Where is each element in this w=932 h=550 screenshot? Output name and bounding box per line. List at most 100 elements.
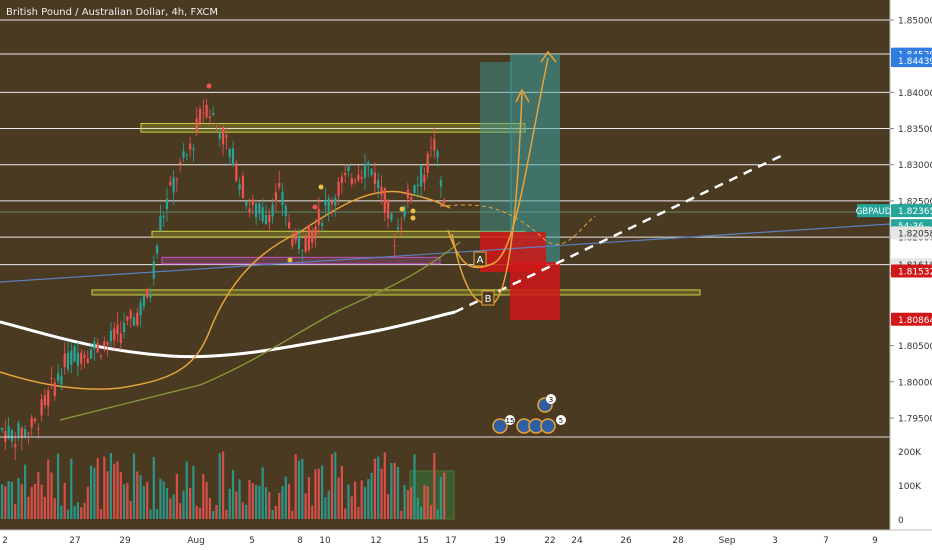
x-tick-label: 26 xyxy=(620,536,632,546)
volume-bar xyxy=(294,454,297,519)
candle-body xyxy=(406,189,409,199)
volume-bar xyxy=(367,479,370,519)
volume-bar xyxy=(410,487,413,519)
pattern-label-a[interactable]: A xyxy=(473,251,487,267)
volume-bar xyxy=(0,484,4,519)
volume-bar xyxy=(63,482,66,519)
candle-body xyxy=(297,236,301,249)
volume-bar xyxy=(258,485,261,519)
volume-bar xyxy=(231,470,235,519)
candle-body xyxy=(284,205,287,217)
position-tool[interactable] xyxy=(480,54,560,320)
x-tick-label: 27 xyxy=(69,536,80,546)
volume-bar xyxy=(218,453,221,519)
x-tick-label: 12 xyxy=(370,536,381,546)
candle-body xyxy=(413,184,416,193)
candle-body xyxy=(443,199,446,204)
candle-body xyxy=(225,135,228,138)
candle-body xyxy=(383,188,386,213)
event-badge[interactable]: 15 xyxy=(492,415,515,434)
volume-bar xyxy=(175,473,178,519)
candle-body xyxy=(370,169,373,175)
volume-bar xyxy=(278,492,281,519)
volume-bar xyxy=(139,475,142,519)
white-projection-dashed[interactable] xyxy=(454,152,786,314)
candle-body xyxy=(179,161,182,164)
volume-bar xyxy=(225,509,228,519)
volume-bar xyxy=(17,477,20,519)
volume-bar xyxy=(185,461,188,519)
candle-body xyxy=(377,180,380,189)
volume-bar xyxy=(238,479,241,519)
candle-body xyxy=(403,206,406,217)
volume-bar xyxy=(347,484,350,519)
candle-body xyxy=(354,180,357,182)
candle-body xyxy=(301,250,304,252)
candle-body xyxy=(132,317,136,326)
y-tick-label: 1.79500 xyxy=(898,414,932,424)
x-tick-label: 19 xyxy=(494,536,506,546)
candle-body xyxy=(281,191,284,205)
volume-bar xyxy=(413,454,416,519)
candle-body xyxy=(363,164,367,178)
candle-body xyxy=(17,422,20,436)
candle-body xyxy=(222,126,225,145)
candle-body xyxy=(420,165,423,187)
volume-bar xyxy=(40,484,43,519)
volume-bar xyxy=(251,483,254,519)
candle-body xyxy=(73,346,76,362)
volume-bar xyxy=(129,500,132,519)
event-badge[interactable]: 3 xyxy=(537,394,556,413)
y-tick-label: 1.84000 xyxy=(898,89,932,99)
candle-body xyxy=(261,207,264,222)
candle-body xyxy=(238,184,241,190)
event-badge-count: 5 xyxy=(559,417,563,425)
volume-bar xyxy=(357,506,360,519)
volume-bar xyxy=(156,509,159,519)
projection-curve-a[interactable] xyxy=(447,57,549,269)
pattern-label-b[interactable]: B xyxy=(481,290,495,306)
volume-bar xyxy=(416,497,419,519)
volume-bar xyxy=(142,485,145,519)
volume-tick-label: 200K xyxy=(898,448,922,458)
volume-bar xyxy=(297,460,301,519)
volume-bar xyxy=(123,484,126,519)
candle-body xyxy=(7,425,10,439)
candle-body xyxy=(43,395,46,405)
candle-body xyxy=(390,213,393,220)
volume-bar xyxy=(317,468,320,519)
event-badge-count: 15 xyxy=(506,417,515,425)
volume-bar xyxy=(311,505,314,519)
volume-bar xyxy=(245,504,248,519)
volume-bar xyxy=(50,472,53,519)
candle-body xyxy=(350,178,353,184)
y-tick-label: 1.85000 xyxy=(898,17,932,27)
candle-body xyxy=(423,174,426,183)
event-badge[interactable]: 5 xyxy=(516,415,566,434)
candle-body xyxy=(218,133,221,139)
candle-body xyxy=(387,199,390,219)
candle-body xyxy=(99,355,103,357)
candle-body xyxy=(123,322,126,332)
marker-dot xyxy=(206,83,212,89)
volume-bar xyxy=(248,480,251,519)
candle-body xyxy=(116,324,119,335)
candle-body xyxy=(146,289,149,298)
price-label-value: 1.80864 xyxy=(898,316,932,326)
price-label-box xyxy=(891,264,932,278)
volume-bar xyxy=(7,481,10,519)
white-moving-average xyxy=(0,310,456,359)
time-axis[interactable]: 2 27 29 Aug 5 8 10 12 15 17 19 22 24 26 28 Sep 3 7 9 xyxy=(2,536,878,546)
event-badges[interactable]: 15 3 5 xyxy=(492,394,566,434)
zone-magenta-zone xyxy=(161,256,441,265)
candle-body xyxy=(347,165,350,171)
projection-curve-b[interactable] xyxy=(451,91,523,305)
marker-dot xyxy=(318,184,324,190)
candle-body xyxy=(212,112,215,115)
arrow-head-a xyxy=(540,50,557,63)
price-label-box xyxy=(891,54,932,68)
y-tick-label: 1.83500 xyxy=(898,125,932,135)
candle-body xyxy=(14,444,17,448)
x-tick-label: Aug xyxy=(187,536,205,546)
